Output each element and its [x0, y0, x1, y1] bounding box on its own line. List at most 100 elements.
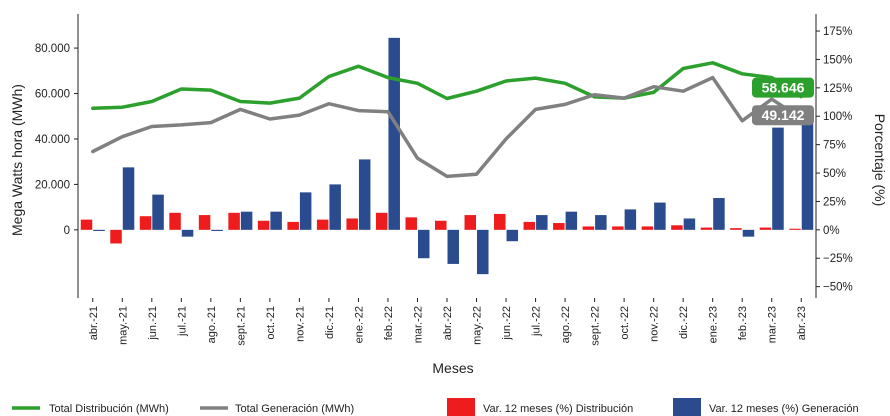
line-total-distribucion — [91, 61, 803, 111]
y-axis-label-left: Mega Watts hora (MWh) — [9, 84, 25, 236]
end-label-generacion: 49.142 — [762, 107, 805, 123]
x-tick-label-5: sept.-21 — [235, 306, 247, 346]
x-tick-label-12: abr.-22 — [442, 306, 454, 340]
bar-generacion-22 — [742, 229, 755, 237]
bar-distribucion-2 — [139, 216, 152, 230]
bar-generacion-15 — [536, 215, 548, 230]
bar-distribucion-9 — [346, 218, 358, 230]
left-tick-label-3: 60.000 — [35, 89, 70, 101]
x-tick-label-0: abr.-21 — [88, 306, 100, 340]
bar-distribucion-18 — [612, 226, 624, 230]
x-tick-label-17: sept.-22 — [590, 306, 602, 346]
left-tick-label-4: 80.000 — [35, 43, 70, 55]
bar-distribucion-15 — [523, 221, 536, 230]
bar-distribucion-10 — [375, 212, 388, 230]
bar-distribucion-16 — [553, 223, 565, 230]
bar-generacion-4 — [211, 229, 223, 231]
x-tick-label-10: feb.-22 — [383, 306, 395, 340]
x-tick-label-22: feb.-23 — [737, 306, 749, 340]
bar-generacion-11 — [417, 229, 430, 259]
x-tick-label-11: mar.-22 — [413, 306, 425, 343]
x-tick-label-7: nov.-21 — [294, 306, 306, 342]
bar-distribucion-13 — [464, 215, 477, 230]
left-tick-label-2: 40.000 — [35, 134, 70, 146]
x-tick-label-8: dic.-21 — [324, 306, 336, 339]
x-tick-label-9: ene.-22 — [353, 306, 365, 343]
right-tick-label-2: 0% — [823, 225, 840, 237]
bar-generacion-13 — [477, 229, 489, 275]
x-axis-label: Meses — [432, 360, 473, 376]
bar-distribucion-19 — [641, 226, 654, 230]
bar-distribucion-22 — [730, 228, 742, 230]
right-axis: −50% −25% 0% 25% 50% 75% 100% 125% 150% 175% — [816, 26, 853, 294]
x-tick-label-16: ago.-22 — [560, 306, 572, 343]
bar-generacion-14 — [506, 229, 519, 242]
y-axis-label-right: Porcentaje (%) — [872, 114, 888, 207]
bar-generacion-9 — [358, 159, 371, 230]
right-tick-label-6: 100% — [823, 111, 852, 123]
legend: Total Distribución (MWh) Total Generación… — [12, 398, 859, 416]
right-tick-label-5: 75% — [823, 140, 846, 152]
line-total-generacion — [91, 75, 803, 179]
x-tick-label-1: may.-21 — [117, 306, 129, 345]
x-tick-label-19: nov.-22 — [649, 306, 661, 342]
end-label-distribucion: 58.646 — [762, 80, 805, 96]
bar-generacion-0 — [93, 229, 105, 231]
bar-generacion-10 — [388, 37, 400, 230]
bar-generacion-1 — [122, 167, 135, 230]
bar-generacion-18 — [624, 209, 637, 230]
x-tick-label-14: jun.-22 — [501, 306, 513, 341]
right-tick-label-1: −25% — [823, 253, 853, 265]
bar-generacion-6 — [270, 211, 282, 230]
bar-generacion-3 — [181, 229, 194, 237]
x-tick-label-2: jun.-21 — [147, 306, 159, 341]
bar-distribucion-3 — [169, 212, 181, 230]
bar-distribucion-21 — [700, 227, 713, 230]
left-tick-label-1: 20.000 — [35, 179, 70, 191]
bar-generacion-20 — [683, 218, 696, 230]
bar-generacion-19 — [654, 202, 666, 230]
bar-distribucion-7 — [287, 221, 299, 230]
bar-generacion-21 — [713, 198, 725, 230]
x-tick-label-6: oct.-21 — [265, 306, 277, 340]
bar-distribucion-24 — [789, 228, 801, 230]
bar-generacion-17 — [595, 215, 607, 230]
legend-var-distribucion-label: Var. 12 meses (%) Distribución — [483, 403, 633, 415]
x-tick-label-24: abr.-23 — [796, 306, 808, 340]
right-tick-label-4: 50% — [823, 168, 846, 180]
right-tick-label-0: −50% — [823, 282, 853, 294]
end-label-box-generacion — [752, 105, 814, 126]
legend-total-distribucion-label: Total Distribución (MWh) — [49, 403, 169, 415]
bar-generacion-16 — [565, 211, 578, 230]
x-tick-label-3: jul.-21 — [176, 306, 188, 337]
bar-distribucion-8 — [316, 219, 329, 230]
lines-layer: 58.646 49.142 — [91, 61, 814, 179]
right-tick-label-8: 150% — [823, 54, 852, 66]
right-tick-label-7: 125% — [823, 83, 852, 95]
bar-generacion-5 — [240, 211, 253, 230]
x-tick-label-23: mar.-23 — [767, 306, 779, 343]
left-axis: 0 20.000 40.000 60.000 80.000 — [35, 43, 78, 237]
bar-distribucion-11 — [405, 217, 417, 230]
x-tick-label-13: may.-22 — [472, 306, 484, 345]
x-tick-label-18: oct.-22 — [619, 306, 631, 340]
x-axis: abr.-21 may.-21 jun.-21 jul.-21 ago.-21 sept.… — [88, 298, 808, 346]
bar-distribucion-14 — [494, 213, 506, 230]
legend-var-distribucion-key — [447, 398, 475, 416]
bar-generacion-7 — [299, 192, 312, 230]
x-tick-label-21: ene.-23 — [708, 306, 720, 343]
x-tick-label-4: ago.-21 — [206, 306, 218, 343]
bar-generacion-8 — [329, 184, 341, 230]
bar-generacion-2 — [152, 194, 164, 230]
bar-generacion-24 — [801, 109, 814, 230]
x-tick-label-20: dic.-22 — [678, 306, 690, 339]
bar-distribucion-23 — [759, 227, 772, 230]
bar-distribucion-5 — [228, 212, 240, 230]
end-label-box-distribucion — [752, 77, 814, 98]
bar-distribucion-6 — [257, 220, 270, 230]
legend-var-generacion-label: Var. 12 meses (%) Generación — [709, 403, 859, 415]
bar-distribucion-12 — [435, 220, 447, 230]
bar-distribucion-4 — [198, 215, 211, 230]
right-tick-label-3: 25% — [823, 196, 846, 208]
